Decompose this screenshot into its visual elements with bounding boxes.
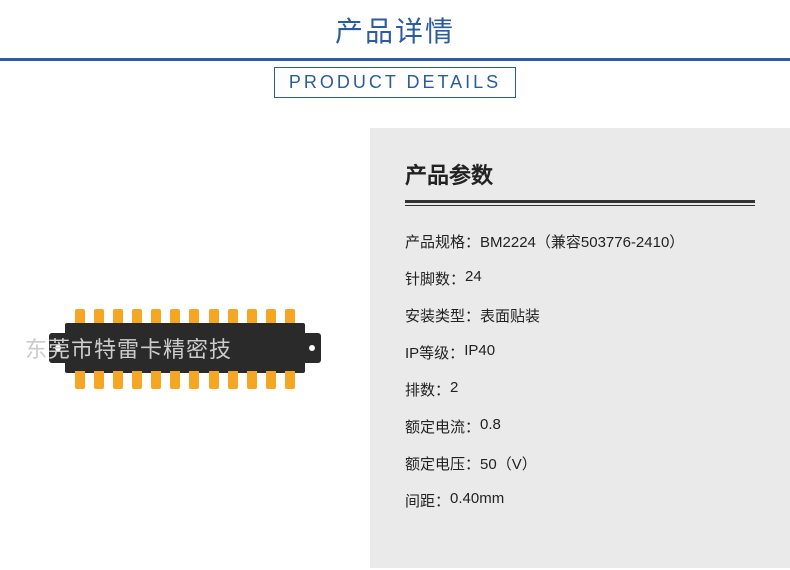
spec-label: 间距： — [405, 490, 450, 511]
pin — [132, 371, 142, 389]
spec-value: IP40 — [464, 342, 495, 363]
watermark-text: 东莞市特雷卡精密技 — [25, 332, 232, 364]
connector-illustration: 东莞市特雷卡精密技 — [45, 303, 325, 393]
spec-label: IP等级： — [405, 342, 464, 363]
spec-value: 0.8 — [480, 416, 501, 437]
pin — [189, 371, 199, 389]
pin — [266, 371, 276, 389]
pin — [75, 371, 85, 389]
spec-label: 针脚数： — [405, 268, 465, 289]
spec-value: BM2224（兼容503776-2410） — [480, 231, 684, 252]
spec-row: 产品规格：BM2224（兼容503776-2410） — [405, 231, 755, 252]
spec-label: 额定电流： — [405, 416, 480, 437]
spec-row: IP等级：IP40 — [405, 342, 755, 363]
spec-value: 0.40mm — [450, 490, 504, 511]
spec-value: 24 — [465, 268, 482, 289]
pin — [170, 371, 180, 389]
spec-label: 额定电压： — [405, 453, 480, 474]
spec-row: 排数：2 — [405, 379, 755, 400]
pin — [151, 371, 161, 389]
spec-row: 额定电流：0.8 — [405, 416, 755, 437]
pin — [228, 371, 238, 389]
spec-row: 针脚数：24 — [405, 268, 755, 289]
pin — [209, 371, 219, 389]
product-image-panel: 东莞市特雷卡精密技 — [0, 128, 370, 568]
subtitle-english: PRODUCT DETAILS — [274, 67, 516, 98]
pin — [113, 371, 123, 389]
pins-row-bottom — [75, 371, 295, 389]
spec-label: 产品规格： — [405, 231, 480, 252]
spec-row: 安装类型：表面贴装 — [405, 305, 755, 326]
spec-value: 表面贴装 — [480, 305, 540, 326]
specs-divider — [405, 200, 755, 206]
specs-list: 产品规格：BM2224（兼容503776-2410） 针脚数：24 安装类型：表面贴… — [405, 231, 755, 511]
spec-value: 2 — [450, 379, 458, 400]
specs-panel: 产品参数 产品规格：BM2224（兼容503776-2410） 针脚数：24 安装类… — [370, 128, 790, 568]
spec-label: 排数： — [405, 379, 450, 400]
pin — [247, 371, 257, 389]
spec-value: 50（V） — [480, 453, 537, 474]
pin — [285, 371, 295, 389]
specs-title: 产品参数 — [405, 158, 755, 190]
pin — [94, 371, 104, 389]
spec-row: 额定电压：50（V） — [405, 453, 755, 474]
header-underline — [0, 58, 790, 61]
content-area: 东莞市特雷卡精密技 产品参数 产品规格：BM2224（兼容503776-2410… — [0, 128, 790, 568]
spec-label: 安装类型： — [405, 305, 480, 326]
header: 产品详情 PRODUCT DETAILS — [0, 0, 790, 98]
title-chinese: 产品详情 — [0, 10, 790, 50]
spec-row: 间距：0.40mm — [405, 490, 755, 511]
mount-hole-right — [309, 345, 315, 351]
